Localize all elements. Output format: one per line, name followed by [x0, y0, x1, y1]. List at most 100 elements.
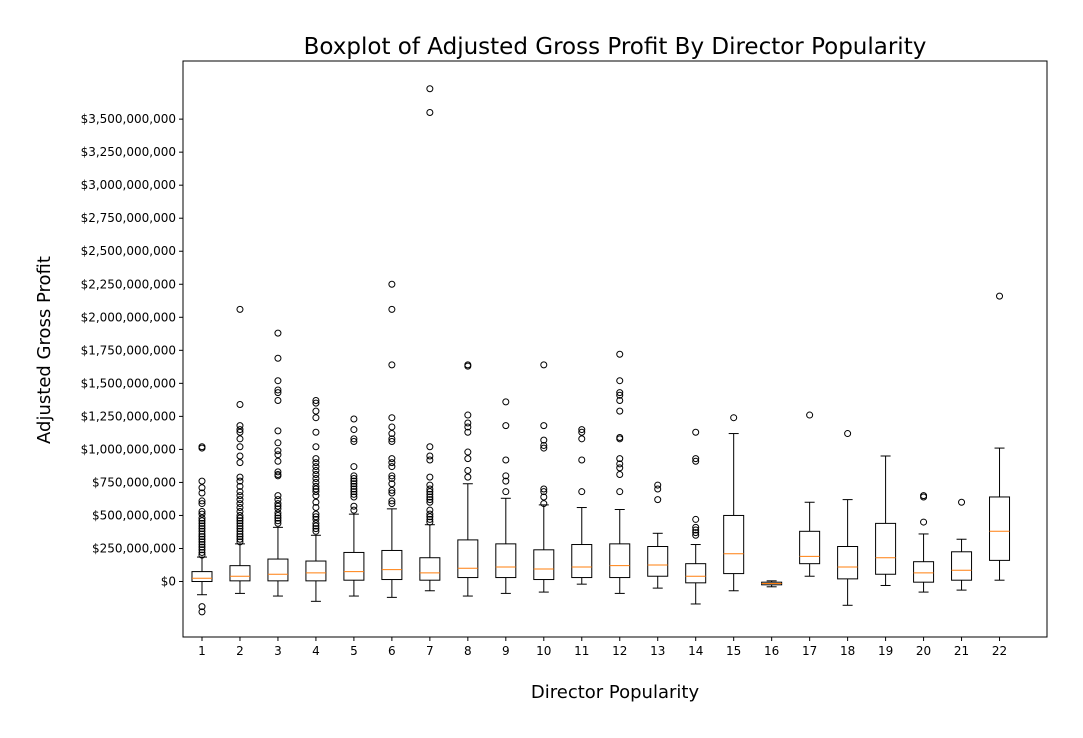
- iqr-box: [989, 496, 1011, 561]
- outlier-point: [236, 511, 244, 519]
- outlier-point: [426, 490, 434, 498]
- outlier-point: [502, 488, 510, 496]
- y-tick-label: $1,250,000,000: [81, 409, 176, 423]
- outlier-point: [274, 496, 282, 504]
- outlier-point: [388, 486, 396, 494]
- outlier-point: [312, 525, 320, 533]
- outlier-point: [350, 474, 358, 482]
- outlier-point: [198, 489, 206, 497]
- outlier-point: [274, 514, 282, 522]
- iqr-box: [647, 546, 669, 577]
- outlier-point: [236, 525, 244, 533]
- outlier-point: [464, 411, 472, 419]
- x-tick-label: 19: [878, 644, 893, 658]
- outlier-point: [388, 435, 396, 443]
- outlier-point: [312, 522, 320, 530]
- outlier-point: [350, 472, 358, 480]
- iqr-box: [495, 543, 517, 579]
- outlier-point: [616, 397, 624, 405]
- x-tick-label: 21: [954, 644, 969, 658]
- outlier-point: [616, 407, 624, 415]
- outlier-point: [426, 481, 434, 489]
- outlier-point: [388, 305, 396, 313]
- iqr-box: [267, 558, 289, 582]
- outlier-point: [274, 500, 282, 508]
- outlier-point: [426, 513, 434, 521]
- outlier-point: [464, 428, 472, 436]
- outlier-point: [236, 535, 244, 543]
- chart-title: Boxplot of Adjusted Gross Profit By Dire…: [304, 34, 927, 60]
- outlier-point: [274, 439, 282, 447]
- outlier-point: [236, 428, 244, 436]
- outlier-point: [236, 400, 244, 408]
- outlier-point: [426, 496, 434, 504]
- outlier-point: [958, 498, 966, 506]
- outlier-point: [540, 500, 548, 508]
- outlier-point: [616, 350, 624, 358]
- outlier-point: [616, 389, 624, 397]
- outlier-point: [236, 492, 244, 500]
- x-tick-label: 10: [536, 644, 551, 658]
- outlier-point: [464, 362, 472, 370]
- outlier-point: [312, 459, 320, 467]
- x-tick-label: 3: [274, 644, 282, 658]
- outlier-point: [692, 428, 700, 436]
- outlier-point: [616, 471, 624, 479]
- outlier-point: [312, 407, 320, 415]
- outlier-point: [312, 488, 320, 496]
- outlier-point: [692, 523, 700, 531]
- outlier-point: [274, 517, 282, 525]
- outlier-point: [350, 488, 358, 496]
- outlier-point: [274, 354, 282, 362]
- y-tick-label: $2,000,000,000: [81, 310, 176, 324]
- x-tick-label: 7: [426, 644, 434, 658]
- x-tick-label: 6: [388, 644, 396, 658]
- outlier-point: [198, 525, 206, 533]
- outlier-point: [236, 473, 244, 481]
- outlier-point: [236, 443, 244, 451]
- outlier-point: [274, 451, 282, 459]
- outlier-point: [388, 430, 396, 438]
- outlier-point: [312, 492, 320, 500]
- outlier-point: [312, 510, 320, 518]
- outlier-point: [654, 481, 662, 489]
- outlier-point: [502, 472, 510, 480]
- outlier-point: [426, 515, 434, 523]
- plot-area: $0 $250,000,000 $500,000,000 $750,000,000 $1…: [81, 85, 1011, 658]
- outlier-point: [274, 457, 282, 465]
- outlier-point: [312, 504, 320, 512]
- outlier-point: [388, 280, 396, 288]
- outlier-point: [198, 484, 206, 492]
- outlier-point: [198, 535, 206, 543]
- outlier-point: [388, 455, 396, 463]
- outlier-point: [540, 493, 548, 501]
- outlier-point: [426, 485, 434, 493]
- y-tick-label: $2,750,000,000: [81, 211, 176, 225]
- outlier-point: [388, 480, 396, 488]
- x-tick-label: 9: [502, 644, 510, 658]
- outlier-point: [996, 292, 1004, 300]
- outlier-point: [312, 513, 320, 521]
- outlier-point: [502, 456, 510, 464]
- iqr-box: [951, 551, 973, 581]
- iqr-box: [837, 546, 859, 580]
- outlier-point: [274, 468, 282, 476]
- outlier-point: [426, 518, 434, 526]
- outlier-point: [198, 507, 206, 515]
- outlier-point: [464, 423, 472, 431]
- outlier-point: [540, 436, 548, 444]
- outlier-point: [274, 447, 282, 455]
- iqr-box: [533, 549, 555, 581]
- outlier-point: [236, 527, 244, 535]
- x-tick-label: 15: [726, 644, 741, 658]
- y-tick-label: $2,500,000,000: [81, 244, 176, 258]
- x-tick-label: 20: [916, 644, 931, 658]
- x-tick-label: 16: [764, 644, 779, 658]
- outlier-point: [312, 527, 320, 535]
- outlier-point: [236, 435, 244, 443]
- outlier-point: [388, 500, 396, 508]
- outlier-point: [654, 485, 662, 493]
- outlier-point: [426, 488, 434, 496]
- outlier-point: [426, 452, 434, 460]
- y-tick-label: $2,250,000,000: [81, 277, 176, 291]
